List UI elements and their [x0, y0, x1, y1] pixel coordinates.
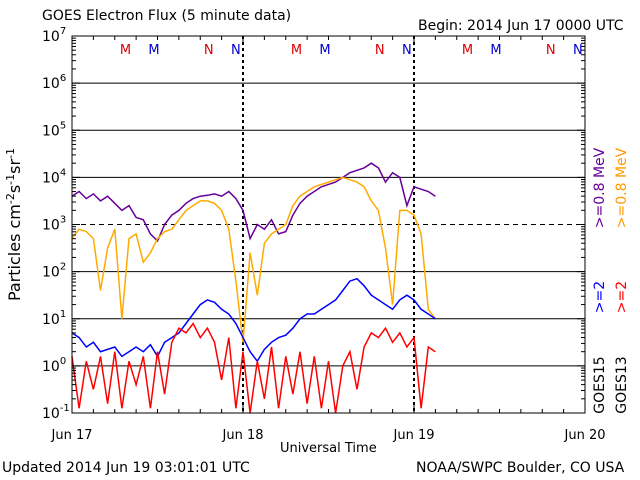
y-tick-label-base: 10 — [42, 406, 60, 422]
y-axis-label-part: sr — [5, 159, 24, 174]
x-axis-label: Universal Time — [280, 441, 377, 456]
y-tick-label: 101 — [42, 309, 66, 328]
y-axis-label-part: -1 — [4, 148, 17, 159]
y-tick-label: 107 — [42, 26, 66, 45]
legend-label: >=0.8 MeV — [592, 147, 608, 228]
mn-marker: N — [204, 43, 214, 58]
x-tick-label: Jun 19 — [393, 428, 435, 443]
y-tick-label-base: 10 — [42, 265, 60, 281]
series-line-3 — [71, 277, 436, 363]
mn-marker: M — [462, 43, 473, 58]
legend-label: GOES15 — [592, 356, 608, 413]
mn-marker: N — [402, 43, 412, 58]
series-line-2 — [71, 176, 437, 343]
begin-time: Begin: 2014 Jun 17 0000 UTC — [418, 18, 624, 34]
mn-marker: N — [231, 43, 241, 58]
y-tick-label-exp: 0 — [60, 356, 66, 367]
y-tick-label-base: 10 — [42, 218, 60, 234]
y-tick-label-exp: 1 — [60, 309, 66, 320]
y-axis-label: Particles cm-2s-1sr-1 — [4, 148, 24, 301]
y-tick-label: 105 — [42, 120, 66, 139]
x-tick-label: Jun 20 — [564, 428, 606, 443]
y-tick-label-base: 10 — [42, 312, 60, 328]
y-axis-label-part: -1 — [4, 174, 17, 185]
y-tick-label: 10-1 — [42, 403, 70, 422]
legend-label: >=2 — [614, 281, 630, 313]
chart-title: GOES Electron Flux (5 minute data) — [42, 8, 292, 24]
legend-label: GOES13 — [614, 356, 630, 413]
y-axis-label-part: -2 — [4, 193, 17, 204]
y-tick-label-exp: 5 — [60, 120, 66, 131]
y-tick-label: 104 — [42, 167, 66, 186]
legend-label: >=0.8 MeV — [614, 147, 630, 228]
y-tick-label-exp: 6 — [60, 73, 66, 84]
mn-marker: M — [120, 43, 131, 58]
y-tick-label-exp: 4 — [60, 167, 66, 178]
y-tick-label-exp: 3 — [60, 215, 66, 226]
y-tick-label-exp: 7 — [60, 26, 66, 37]
y-tick-label: 102 — [42, 262, 66, 281]
y-tick-label-base: 10 — [42, 76, 60, 92]
legend-label: >=2 — [592, 281, 608, 313]
series-line-4 — [71, 322, 436, 414]
x-tick-label: Jun 18 — [222, 428, 264, 443]
updated-timestamp: Updated 2014 Jun 19 03:01:01 UTC — [2, 460, 250, 476]
y-tick-label-base: 10 — [42, 170, 60, 186]
y-axis-label-part: s — [5, 185, 24, 193]
mn-marker: N — [573, 43, 583, 58]
mn-marker: M — [490, 43, 501, 58]
mn-marker: N — [375, 43, 385, 58]
y-tick-label-base: 10 — [42, 359, 60, 375]
y-tick-label-exp: 2 — [60, 262, 66, 273]
y-tick-label: 100 — [42, 356, 66, 375]
credit-text: NOAA/SWPC Boulder, CO USA — [416, 460, 625, 476]
series-line-1 — [71, 162, 436, 243]
mn-marker: M — [148, 43, 159, 58]
y-tick-label-base: 10 — [42, 123, 60, 139]
y-axis-label-part: Particles cm — [5, 204, 24, 301]
y-tick-label: 103 — [42, 215, 66, 234]
y-tick-label: 106 — [42, 73, 66, 92]
y-tick-label-exp: -1 — [60, 403, 70, 414]
mn-marker: M — [291, 43, 302, 58]
mn-marker: N — [546, 43, 556, 58]
x-tick-label: Jun 17 — [51, 428, 93, 443]
mn-marker: M — [319, 43, 330, 58]
y-tick-label-base: 10 — [42, 29, 60, 45]
